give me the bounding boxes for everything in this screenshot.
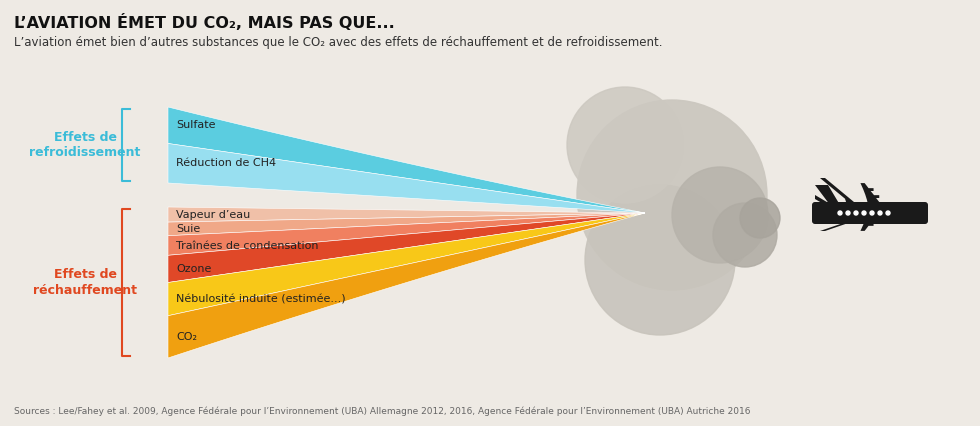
Text: L’AVIATION ÉMET DU CO₂, MAIS PAS QUE...: L’AVIATION ÉMET DU CO₂, MAIS PAS QUE...	[14, 14, 395, 31]
Text: Effets de
refroidissement: Effets de refroidissement	[29, 131, 141, 159]
Text: Traînées de condensation: Traînées de condensation	[176, 241, 318, 250]
Circle shape	[846, 211, 850, 215]
Circle shape	[838, 211, 842, 215]
Polygon shape	[168, 213, 645, 255]
Circle shape	[878, 211, 882, 215]
Circle shape	[713, 203, 777, 267]
Polygon shape	[168, 213, 645, 282]
Circle shape	[577, 100, 767, 290]
Polygon shape	[168, 144, 645, 213]
Circle shape	[567, 87, 683, 203]
Circle shape	[854, 211, 858, 215]
Polygon shape	[168, 107, 645, 213]
Polygon shape	[168, 207, 645, 222]
Circle shape	[862, 211, 866, 215]
FancyBboxPatch shape	[812, 202, 928, 224]
Polygon shape	[820, 178, 860, 231]
Polygon shape	[168, 213, 645, 358]
Circle shape	[870, 211, 874, 215]
Text: Sulfate: Sulfate	[176, 120, 216, 130]
Text: Réduction de CH4: Réduction de CH4	[176, 158, 276, 168]
Polygon shape	[815, 195, 832, 209]
Text: CO₂: CO₂	[176, 332, 197, 342]
Polygon shape	[168, 213, 645, 316]
Circle shape	[886, 211, 890, 215]
Text: ✈: ✈	[841, 179, 899, 247]
Polygon shape	[168, 213, 645, 236]
Text: Sources : Lee/Fahey et al. 2009, Agence Fédérale pour l’Environnement (UBA) Alle: Sources : Lee/Fahey et al. 2009, Agence …	[14, 406, 751, 416]
Circle shape	[740, 198, 780, 238]
Text: L’aviation émet bien d’autres substances que le CO₂ avec des effets de réchauffe: L’aviation émet bien d’autres substances…	[14, 36, 662, 49]
Polygon shape	[815, 185, 840, 205]
Text: Vapeur d’eau: Vapeur d’eau	[176, 210, 250, 219]
Circle shape	[672, 167, 768, 263]
Text: Effets de
réchauffement: Effets de réchauffement	[33, 268, 137, 296]
Text: Ozone: Ozone	[176, 264, 212, 274]
Polygon shape	[900, 205, 925, 221]
Text: Suie: Suie	[176, 224, 200, 234]
Text: Nébulosité induite (estimée...): Nébulosité induite (estimée...)	[176, 294, 346, 304]
Circle shape	[585, 185, 735, 335]
